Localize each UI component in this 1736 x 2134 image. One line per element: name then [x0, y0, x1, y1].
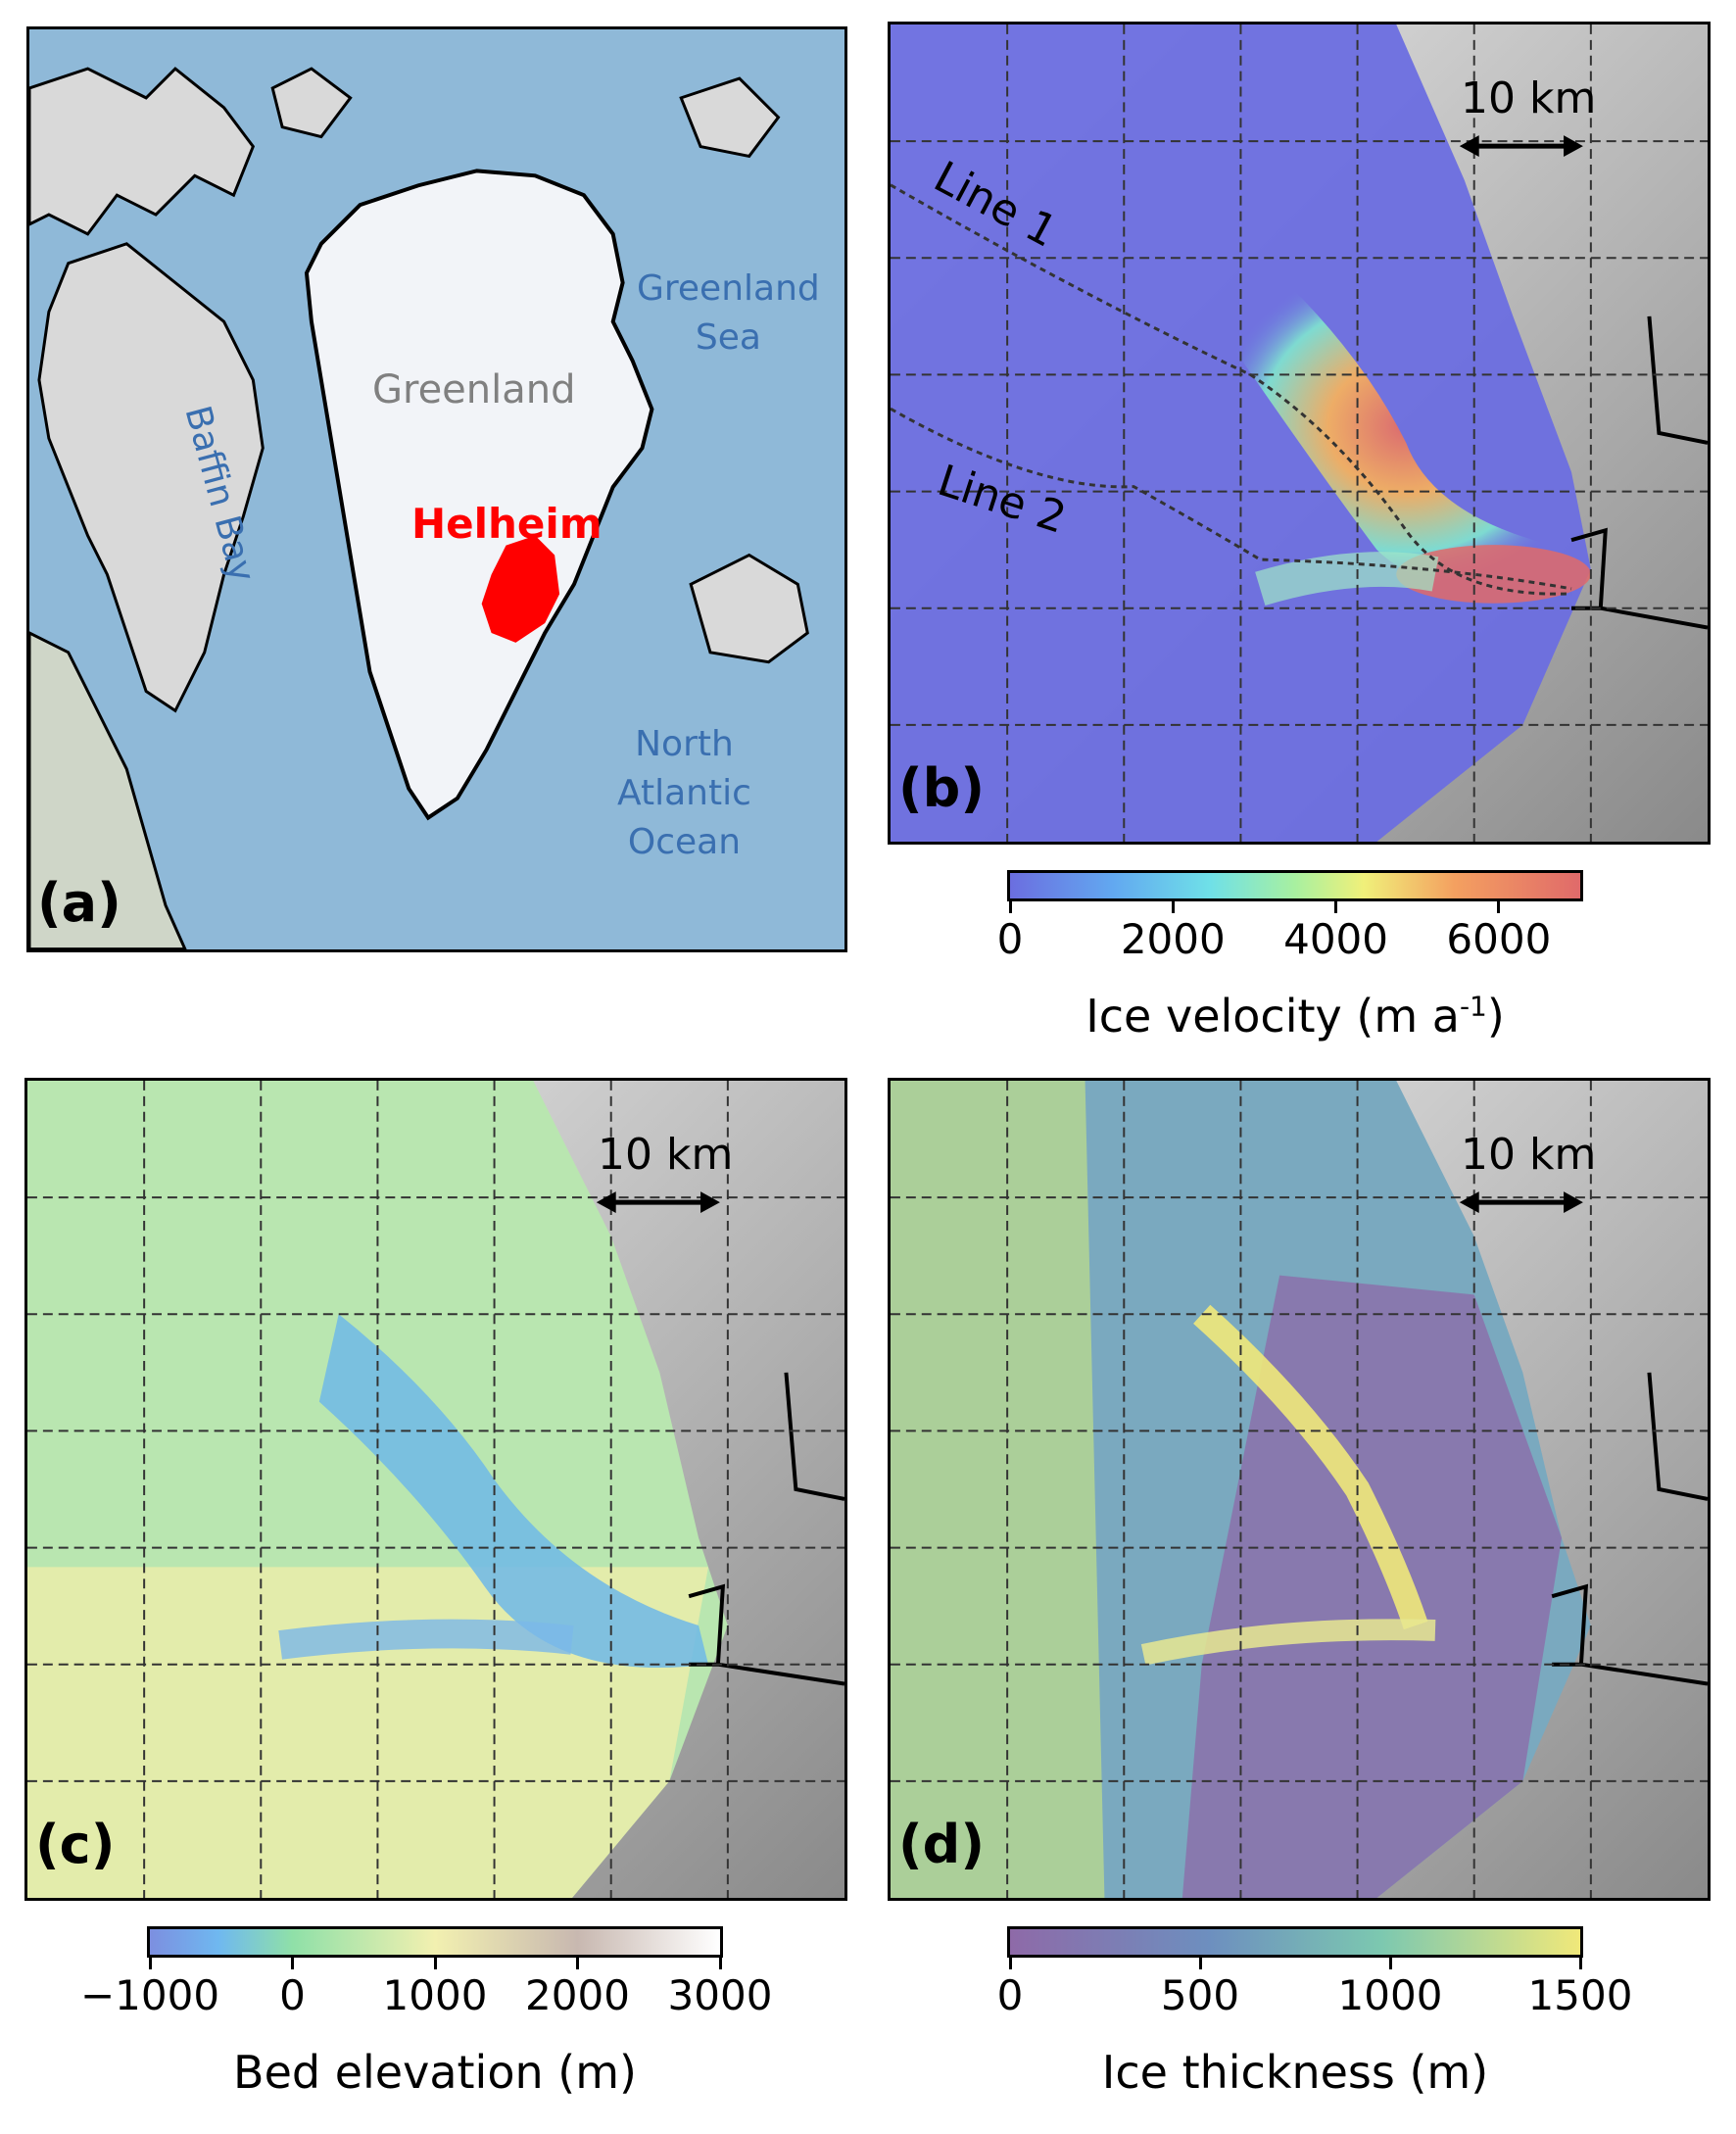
panel-c-bed-elevation-map: 10 km (c) [24, 1078, 847, 1901]
panel-c-label: (c) [35, 1814, 116, 1875]
panel-b-velocity-map: 10 km Line 1 Line 2 (b) [888, 22, 1711, 845]
scale-bar-arrow-d [1459, 1191, 1583, 1214]
bed-elevation-canvas [27, 1081, 844, 1898]
scale-bar-label-d: 10 km [1461, 1130, 1597, 1180]
velocity-tick-label: 0 [996, 915, 1024, 963]
greenland-location-map [29, 29, 844, 949]
panel-a-label: (a) [37, 872, 121, 934]
velocity-tick-label: 6000 [1446, 915, 1552, 963]
greenland-landmass [304, 169, 654, 821]
ice-thickness-tick-label: 500 [1160, 1971, 1240, 2019]
coastline-outline [1570, 315, 1708, 630]
ice-thickness-tick-label: 1000 [1337, 1971, 1443, 2019]
label-greenland-sea-line-2: Sea [695, 317, 761, 358]
label-north-atlantic-line-1: North [635, 724, 734, 764]
bed-trough-main [318, 1314, 708, 1669]
bed-elevation-tick-mark [148, 1956, 152, 1969]
velocity-tick-label: 4000 [1283, 915, 1389, 963]
ellesmere-fragment [270, 67, 353, 139]
velocity-title-superscript: -1 [1459, 990, 1487, 1023]
label-north-atlantic-line-3: Ocean [627, 822, 742, 862]
panel-a-greenland-map: Greenland Helheim Baffin Bay Greenland S… [26, 26, 847, 952]
thick-ice-west [891, 1081, 1105, 1898]
ice-thickness-tick-mark [1388, 1956, 1392, 1969]
svalbard-island [679, 76, 781, 159]
bed-elevation-colorbar-title: Bed elevation (m) [233, 2046, 637, 2099]
fast-flow-trunk [1211, 258, 1601, 594]
ice-thickness-tick-mark [1008, 1956, 1012, 1969]
label-greenland-sea-line-1: Greenland [637, 268, 820, 309]
line-2-profile [891, 407, 1572, 591]
velocity-tick-mark [1334, 899, 1338, 913]
bed-elevation-tick-label: 2000 [525, 1971, 630, 2019]
ice-thickness-tick-mark [1198, 1956, 1202, 1969]
bed-elevation-tick-mark [718, 1956, 722, 1969]
velocity-tick-mark [1171, 899, 1175, 913]
thick-ice-south-branch [1140, 1619, 1436, 1666]
terminus-fast-flow [1396, 545, 1591, 604]
bed-elevation-tick-label: 0 [279, 1971, 306, 2019]
iceland [689, 553, 809, 664]
velocity-colorbar-title: Ice velocity (m a-1) [1085, 990, 1505, 1043]
velocity-tick-mark [1008, 899, 1012, 913]
velocity-title-end: ) [1486, 990, 1505, 1043]
ice-thickness-tick-label: 0 [996, 1971, 1024, 2019]
label-greenland-sea: Greenland Sea [637, 265, 820, 363]
grid-lines [891, 24, 1708, 842]
scale-bar-label-b: 10 km [1461, 73, 1597, 123]
line-1-profile [891, 183, 1572, 596]
grid-lines [891, 1081, 1708, 1898]
bed-elevation-tick-mark [433, 1956, 437, 1969]
ice-thickness-tick-mark [1578, 1956, 1582, 1969]
panel-d-label: (d) [898, 1814, 986, 1875]
bed-elevation-tick-mark [576, 1956, 579, 1969]
label-north-atlantic: North Atlantic Ocean [617, 720, 751, 867]
baffin-island [37, 242, 265, 713]
velocity-colorbar [1007, 870, 1583, 901]
bed-elevation-tick-label: 3000 [667, 1971, 773, 2019]
southern-tributary [1255, 552, 1439, 606]
helheim-catchment [481, 535, 560, 643]
bed-elevation-colorbar [147, 1926, 723, 1958]
label-helheim: Helheim [411, 500, 603, 548]
bed-elevation-tick-label: 1000 [382, 1971, 488, 2019]
velocity-map-canvas [891, 24, 1708, 842]
grid-lines [27, 1081, 844, 1898]
panel-b-label: (b) [898, 757, 986, 819]
ice-thickness-colorbar [1007, 1926, 1583, 1958]
thick-ice-trough [1193, 1304, 1428, 1630]
scale-bar-arrow-c [596, 1191, 720, 1214]
scale-bar-arrow-b [1459, 135, 1583, 158]
velocity-title-main: Ice velocity (m a [1085, 990, 1460, 1043]
ice-thickness-colorbar-title: Ice thickness (m) [1101, 2046, 1489, 2099]
ice-thickness-tick-label: 1500 [1527, 1971, 1633, 2019]
ice-thickness-canvas [891, 1081, 1708, 1898]
scale-bar-label-c: 10 km [598, 1130, 734, 1180]
panel-d-ice-thickness-map: 10 km (d) [888, 1078, 1711, 1901]
bed-trough-south [278, 1619, 574, 1660]
labrador-coast [29, 631, 187, 949]
bed-elevation-tick-mark [291, 1956, 294, 1969]
label-greenland: Greenland [372, 367, 576, 412]
label-north-atlantic-line-2: Atlantic [617, 773, 751, 813]
velocity-tick-mark [1497, 899, 1501, 913]
velocity-tick-label: 2000 [1120, 915, 1226, 963]
bed-elevation-tick-label: −1000 [79, 1971, 220, 2019]
arctic-island-north [29, 67, 256, 236]
